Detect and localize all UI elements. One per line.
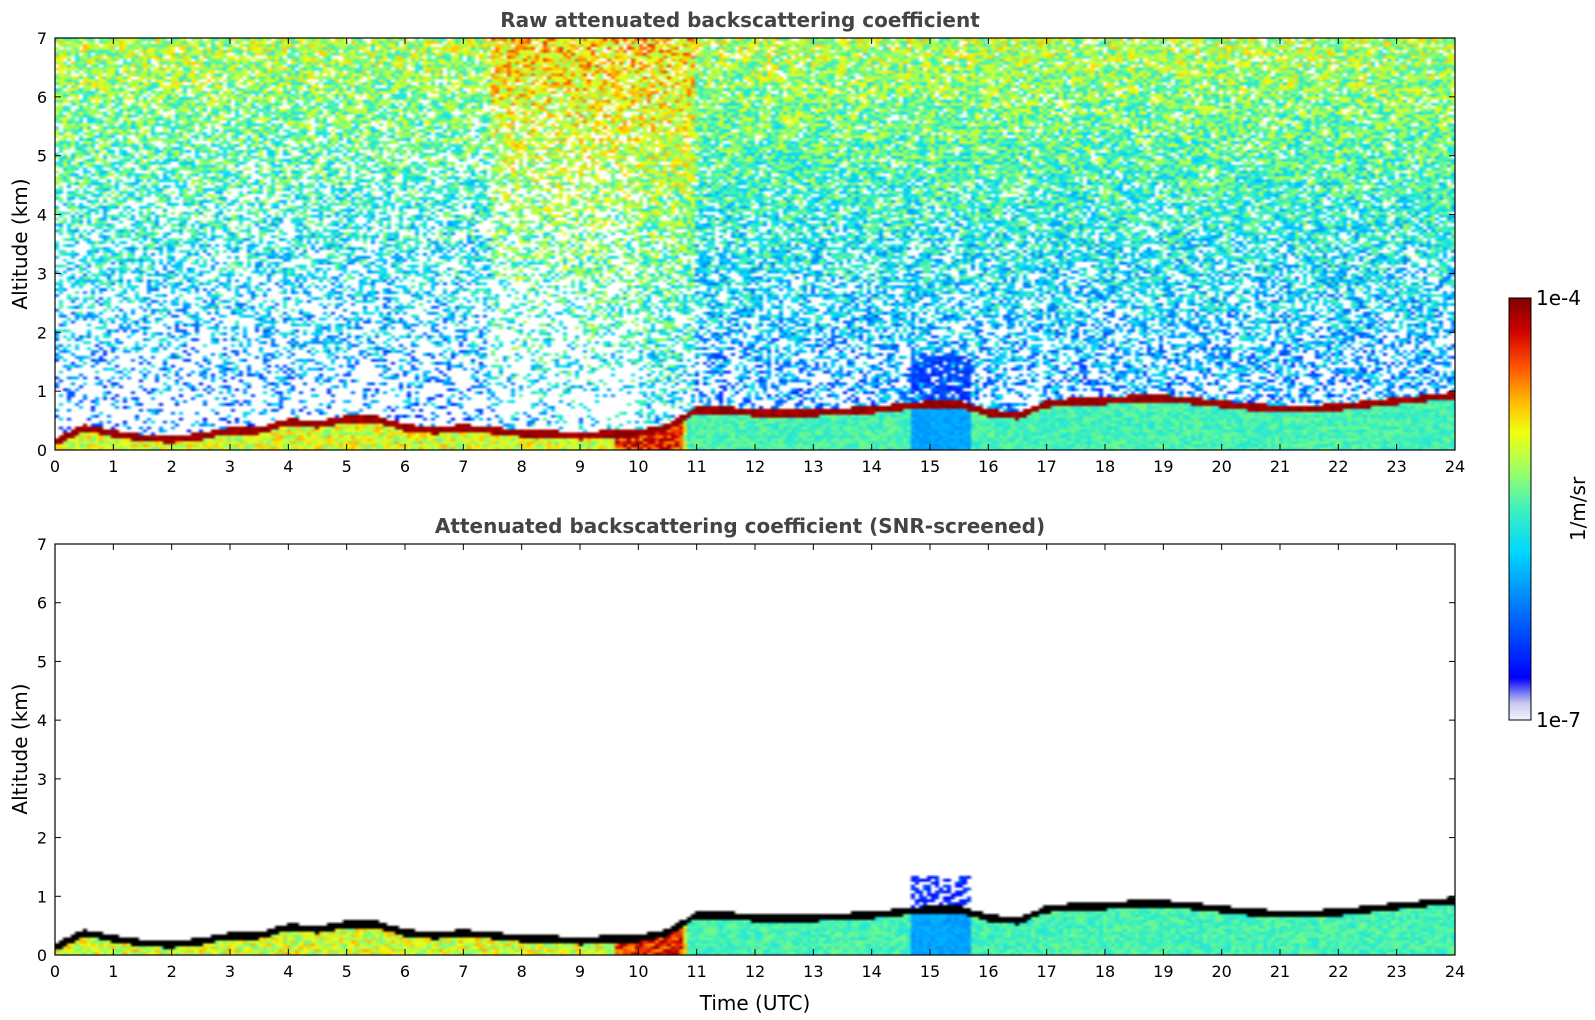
x-tick-label: 0 [50,457,60,476]
x-tick-label: 21 [1270,962,1290,981]
x-tick-label: 14 [861,457,881,476]
y-tick-label: 0 [37,441,47,460]
x-tick-label: 13 [803,457,823,476]
raw-backscatter-panel: Raw attenuated backscattering coefficien… [8,8,1465,476]
y-tick-label: 0 [37,946,47,965]
y-tick-label: 1 [37,887,47,906]
x-tick-label: 16 [978,962,998,981]
x-tick-label: 5 [342,457,352,476]
x-tick-label: 9 [575,457,585,476]
y-tick-label: 1 [37,382,47,401]
x-tick-label: 15 [920,962,940,981]
y-axis-label: Altitude (km) [8,178,32,309]
x-tick-label: 14 [861,962,881,981]
x-axis: 0 1 2 3 4 5 6 7 8 9 10 11 12 13 14 15 16 17 18 19 20 21 22 23 24 [50,38,1465,476]
x-tick-label: 20 [1211,457,1231,476]
y-tick-label: 7 [37,535,47,554]
x-tick-label: 10 [628,457,648,476]
y-tick-label: 5 [37,147,47,166]
x-tick-label: 9 [575,962,585,981]
x-tick-label: 12 [745,962,765,981]
colorbar-gradient [1508,297,1532,721]
x-tick-label: 12 [745,457,765,476]
y-tick-label: 6 [37,88,47,107]
x-tick-label: 22 [1328,962,1348,981]
x-tick-label: 23 [1386,457,1406,476]
plot-area [55,544,1455,955]
x-tick-label: 7 [458,962,468,981]
x-tick-label: 7 [458,457,468,476]
plot-area [55,38,1455,450]
x-tick-label: 20 [1211,962,1231,981]
x-axis: 0 1 2 3 4 5 6 7 8 9 10 11 12 13 14 15 16 17 18 19 20 21 22 23 24 [50,544,1465,981]
x-tick-label: 15 [920,457,940,476]
colorbar-unit-label: 1/m/sr [1566,476,1590,541]
x-tick-label: 2 [167,962,177,981]
y-tick-label: 3 [37,770,47,789]
x-tick-label: 19 [1153,457,1173,476]
colorbar: 1e-4 1e-7 1/m/sr [1508,286,1590,732]
y-tick-label: 5 [37,652,47,671]
y-tick-label: 4 [37,206,47,225]
x-tick-label: 22 [1328,457,1348,476]
x-tick-label: 4 [283,962,293,981]
x-tick-label: 18 [1095,457,1115,476]
x-tick-label: 5 [342,962,352,981]
x-tick-label: 3 [225,962,235,981]
x-tick-label: 1 [108,457,118,476]
x-tick-label: 0 [50,962,60,981]
snr-screened-panel: Attenuated backscattering coefficient (S… [8,514,1465,1015]
x-tick-label: 16 [978,457,998,476]
colorbar-max-label: 1e-4 [1536,286,1581,310]
backscatter-heatmap [55,544,1455,955]
x-tick-label: 10 [628,962,648,981]
x-tick-label: 19 [1153,962,1173,981]
x-tick-label: 6 [400,457,410,476]
y-tick-label: 7 [37,29,47,48]
y-tick-label: 4 [37,711,47,730]
x-tick-label: 18 [1095,962,1115,981]
x-tick-label: 1 [108,962,118,981]
y-axis: 0 1 2 3 4 5 6 7 [37,535,1455,965]
x-tick-label: 21 [1270,457,1290,476]
x-tick-label: 11 [686,457,706,476]
x-tick-label: 13 [803,962,823,981]
x-tick-label: 2 [167,457,177,476]
y-tick-label: 2 [37,323,47,342]
y-tick-label: 2 [37,829,47,848]
colorbar-min-label: 1e-7 [1536,708,1581,732]
x-tick-label: 8 [517,457,527,476]
panel-title: Raw attenuated backscattering coefficien… [500,8,980,32]
panel-title: Attenuated backscattering coefficient (S… [435,514,1045,538]
backscatter-heatmap [55,38,1455,450]
x-tick-label: 24 [1445,962,1465,981]
y-tick-label: 3 [37,264,47,283]
x-axis-label: Time (UTC) [699,991,811,1015]
y-axis: 0 1 2 3 4 5 6 7 [37,29,1455,460]
x-tick-label: 6 [400,962,410,981]
x-tick-label: 17 [1036,457,1056,476]
x-tick-label: 3 [225,457,235,476]
x-tick-label: 4 [283,457,293,476]
x-tick-label: 23 [1386,962,1406,981]
x-tick-label: 24 [1445,457,1465,476]
x-tick-label: 17 [1036,962,1056,981]
x-tick-label: 11 [686,962,706,981]
y-tick-label: 6 [37,594,47,613]
x-tick-label: 8 [517,962,527,981]
y-axis-label: Altitude (km) [8,683,32,814]
